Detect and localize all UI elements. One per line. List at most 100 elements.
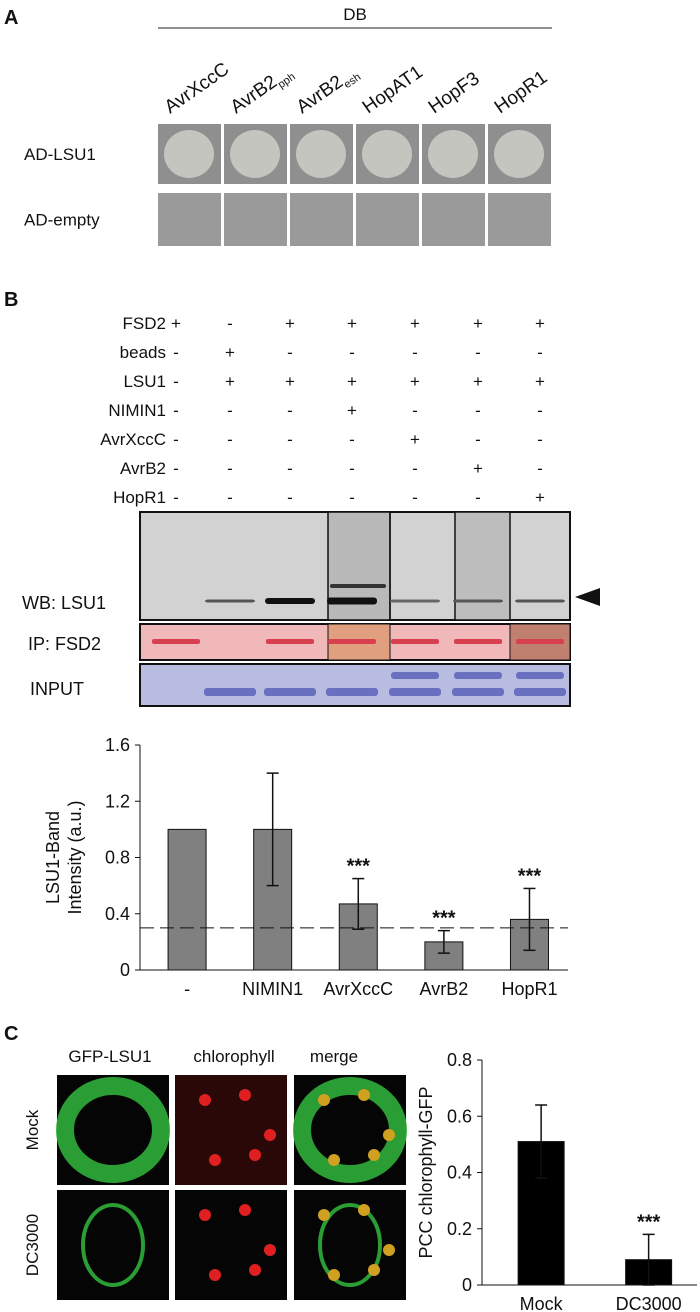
sign: + xyxy=(347,314,357,333)
image-column-label: chlorophyll xyxy=(193,1047,274,1066)
image-column-label: GFP-LSU1 xyxy=(68,1047,151,1066)
y-tick-label: 0.4 xyxy=(447,1163,472,1183)
sign: - xyxy=(287,459,293,478)
condition-label: FSD2 xyxy=(123,314,166,333)
band xyxy=(205,599,255,603)
band xyxy=(326,688,378,696)
bar xyxy=(167,828,207,971)
sign: - xyxy=(537,430,543,449)
sign: - xyxy=(227,459,233,478)
chloroplast xyxy=(318,1209,330,1221)
micrograph xyxy=(57,1190,169,1300)
x-tick-label: - xyxy=(184,979,190,999)
sign: - xyxy=(412,343,418,362)
y-tick-label: 0.4 xyxy=(105,904,130,924)
column-label-text: HopAT1 xyxy=(359,62,427,118)
sign: - xyxy=(475,430,481,449)
column-label: HopAT1 xyxy=(359,62,427,118)
sign: + xyxy=(410,372,420,391)
sign: - xyxy=(349,459,355,478)
sign: - xyxy=(537,343,543,362)
chloroplast xyxy=(368,1149,380,1161)
x-tick-label: AvrXccC xyxy=(323,979,393,999)
y-tick-label: 1.2 xyxy=(105,791,130,811)
sign: - xyxy=(537,401,543,420)
y-axis-label: PCC chlorophyll-GFP xyxy=(416,1086,436,1258)
sign: - xyxy=(287,343,293,362)
band xyxy=(452,688,504,696)
x-tick-label: NIMIN1 xyxy=(242,979,303,999)
sign: - xyxy=(227,401,233,420)
band xyxy=(516,639,564,644)
sign: - xyxy=(537,459,543,478)
x-tick-label: Mock xyxy=(520,1294,564,1312)
sign: + xyxy=(473,372,483,391)
blot-label: WB: LSU1 xyxy=(22,593,106,613)
row-label: AD-LSU1 xyxy=(24,145,96,164)
sign: - xyxy=(287,401,293,420)
sign: - xyxy=(287,430,293,449)
sign: + xyxy=(473,459,483,478)
yeast-spot-image xyxy=(356,193,419,246)
colony xyxy=(164,130,214,178)
yeast-spot-image xyxy=(422,193,485,246)
chloroplast xyxy=(209,1154,221,1166)
blot-label: IP: FSD2 xyxy=(28,634,101,654)
sign: - xyxy=(412,488,418,507)
column-label-text: AvrB2 xyxy=(227,71,281,118)
sign: - xyxy=(173,372,179,391)
sign: + xyxy=(285,314,295,333)
blot-input xyxy=(139,663,571,707)
sign: - xyxy=(173,401,179,420)
image-row-label: Mock xyxy=(23,1109,42,1150)
band xyxy=(391,672,439,679)
column-label-text: AvrXccC xyxy=(161,59,233,118)
colony xyxy=(362,130,412,178)
column-label: HopR1 xyxy=(491,67,552,118)
yeast-spot-image xyxy=(488,193,551,246)
condition-label: AvrB2 xyxy=(120,459,166,478)
chloroplast xyxy=(383,1244,395,1256)
gfp-signal xyxy=(293,1077,407,1183)
band xyxy=(515,599,565,603)
panel-label: A xyxy=(4,7,18,29)
sign: + xyxy=(285,372,295,391)
band xyxy=(152,639,200,644)
band xyxy=(391,639,439,644)
y-tick-label: 0 xyxy=(120,960,130,980)
condition-label: NIMIN1 xyxy=(108,401,166,420)
sign: - xyxy=(287,488,293,507)
sign: - xyxy=(475,343,481,362)
significance: *** xyxy=(518,865,542,887)
x-tick-label: AvrB2 xyxy=(420,979,469,999)
sign: + xyxy=(473,314,483,333)
sign: + xyxy=(535,314,545,333)
column-label: HopF3 xyxy=(425,68,484,118)
sign: - xyxy=(475,401,481,420)
x-tick-label: DC3000 xyxy=(616,1294,682,1312)
sign: + xyxy=(225,372,235,391)
condition-label: AvrXccC xyxy=(100,430,166,449)
gfp-signal xyxy=(56,1077,170,1183)
sign: + xyxy=(347,372,357,391)
chloroplast xyxy=(249,1264,261,1276)
sign: - xyxy=(349,488,355,507)
chloroplast xyxy=(239,1089,251,1101)
yeast-spot-image xyxy=(158,193,221,246)
sign: - xyxy=(173,488,179,507)
significance: *** xyxy=(432,908,456,930)
chloroplast xyxy=(358,1089,370,1101)
condition-label: LSU1 xyxy=(123,372,166,391)
sign: + xyxy=(410,314,420,333)
sign: + xyxy=(171,314,181,333)
panel-label: B xyxy=(4,289,18,311)
sign: + xyxy=(225,343,235,362)
x-tick-label: HopR1 xyxy=(501,979,557,999)
sign: - xyxy=(227,314,233,333)
gfp-signal xyxy=(318,1203,382,1287)
chloroplast xyxy=(209,1269,221,1281)
sign: + xyxy=(410,430,420,449)
significance: *** xyxy=(347,856,371,878)
sign: - xyxy=(475,488,481,507)
